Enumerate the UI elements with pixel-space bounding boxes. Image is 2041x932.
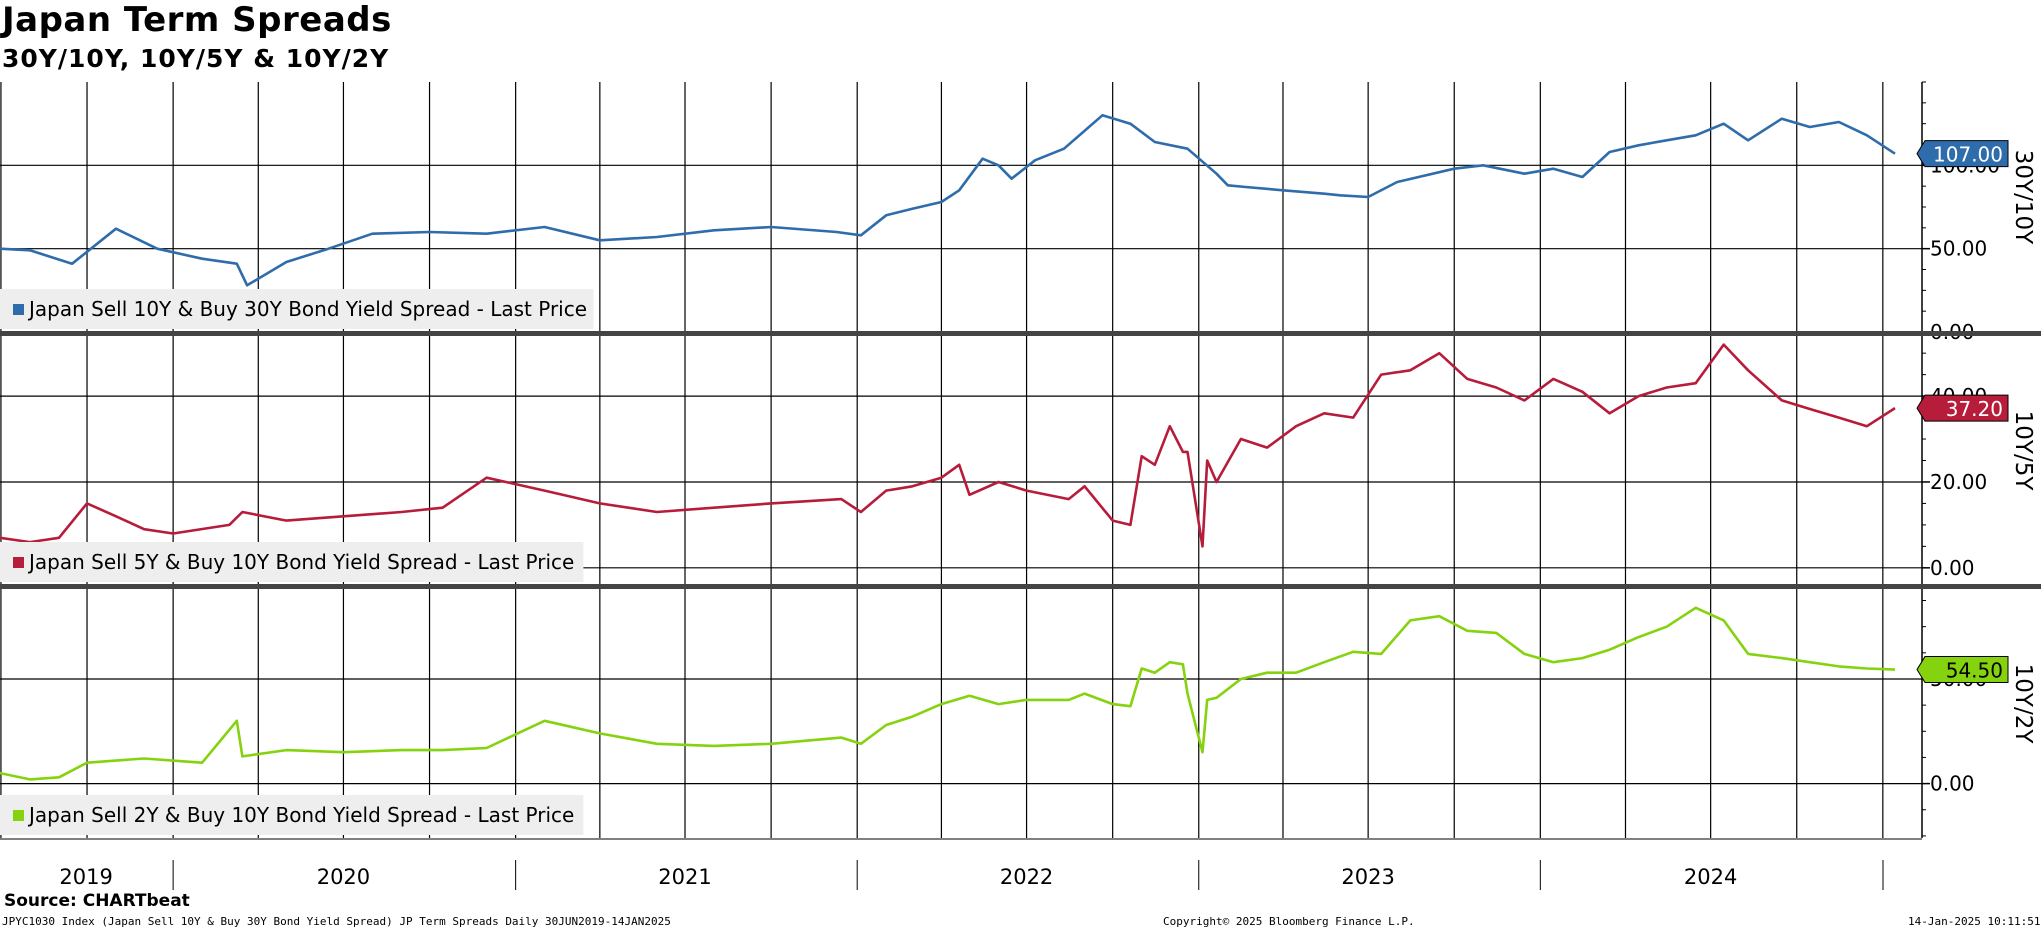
last-value-label: 37.20 (1946, 397, 2003, 421)
x-tick-label: 2020 (317, 865, 370, 889)
x-tick-label: 2022 (1000, 865, 1053, 889)
legend-box (0, 542, 584, 582)
y-tick-label: 0.00 (1930, 772, 1975, 796)
y-tick-label: 20.00 (1930, 470, 1987, 494)
legend-label: Japan Sell 10Y & Buy 30Y Bond Yield Spre… (27, 297, 587, 321)
footer-timestamp: 14-Jan-2025 10:11:51 (1908, 915, 2041, 928)
y-axis-title: 30Y/10Y (2010, 150, 2036, 245)
series-line (0, 114, 1896, 287)
chart-title: Japan Term Spreads (2, 0, 392, 40)
legend-box (0, 289, 594, 329)
last-value-label: 54.50 (1946, 659, 2003, 683)
legend-label: Japan Sell 5Y & Buy 10Y Bond Yield Sprea… (27, 550, 574, 574)
legend-label: Japan Sell 2Y & Buy 10Y Bond Yield Sprea… (27, 803, 574, 827)
y-axis-title: 10Y/2Y (2010, 664, 2036, 745)
legend-swatch (13, 304, 24, 315)
x-tick-label: 2023 (1341, 865, 1394, 889)
legend-swatch (13, 557, 24, 568)
footer-copyright: Copyright© 2025 Bloomberg Finance L.P. (1163, 915, 1415, 928)
last-value-badge (1916, 140, 2009, 168)
y-tick-label: 0.00 (1930, 556, 1975, 580)
last-value-badge (1916, 394, 2009, 422)
panel-separator (0, 331, 2041, 336)
series-line (0, 606, 1896, 781)
series-line (0, 343, 1896, 548)
chart-subtitle: 30Y/10Y, 10Y/5Y & 10Y/2Y (2, 44, 390, 73)
legend-box (0, 795, 584, 835)
x-tick-label: 2021 (658, 865, 711, 889)
panel-separator (0, 584, 2041, 589)
x-tick-label: 2024 (1684, 865, 1737, 889)
last-value-badge (1916, 656, 2009, 684)
x-tick-label: 2019 (59, 865, 112, 889)
source-note: Source: CHARTbeat (4, 891, 190, 911)
footer-description: JPYC1030 Index (Japan Sell 10Y & Buy 30Y… (2, 915, 671, 928)
legend-swatch (13, 810, 24, 821)
y-tick-label: 50.00 (1930, 237, 1987, 261)
last-value-label: 107.00 (1933, 143, 2003, 167)
y-axis-title: 10Y/5Y (2010, 411, 2036, 492)
